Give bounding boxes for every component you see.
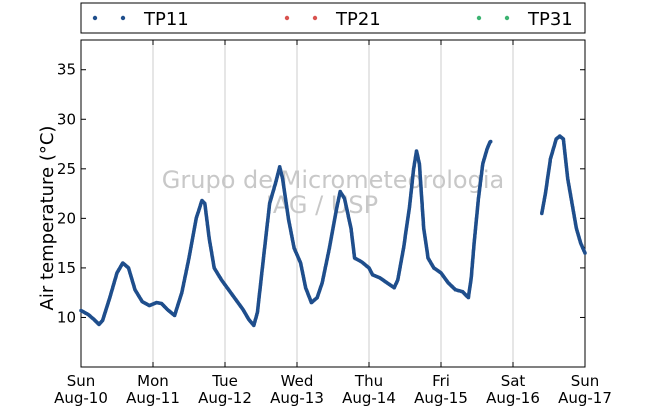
x-tick-label-date: Aug-12 [198,389,252,407]
watermark-line-1: Grupo de Micrometeorologia [162,166,504,194]
series-marks [79,134,587,328]
x-tick-label-date: Aug-11 [126,389,180,407]
legend-label: TP31 [527,9,573,30]
x-tick-label-day: Fri [432,372,450,390]
legend-entry: TP11 [92,9,189,30]
legend: TP11 TP21 TP31 [80,2,586,34]
legend-box [80,2,586,34]
legend-entry: TP21 [284,9,381,30]
y-tick-label: 20 [57,209,76,227]
grid [152,40,514,367]
x-tick-label-day: Wed [281,372,314,390]
y-tick-label: 30 [57,110,76,128]
y-tick-label: 15 [57,259,76,277]
data-point [488,139,493,144]
x-tick-label-day: Sun [571,372,600,390]
y-axis-label: Air temperature (°C) [37,126,58,311]
x-tick-labels: SunAug-10MonAug-11TueAug-12WedAug-13ThuA… [54,372,612,407]
x-tick-label-date: Aug-10 [54,389,108,407]
x-tick-label-date: Aug-14 [342,389,396,407]
legend-label: TP21 [335,9,381,30]
x-tick-label-date: Aug-17 [558,389,612,407]
axis-ticks [80,40,586,367]
x-tick-label-date: Aug-16 [486,389,540,407]
y-tick-label: 10 [57,308,76,326]
x-tick-label-date: Aug-15 [414,389,468,407]
legend-marker [504,15,510,21]
legend-label: TP11 [143,9,189,30]
y-tick-label: 35 [57,61,76,79]
x-tick-label-day: Tue [211,372,238,390]
x-tick-label-day: Sun [67,372,96,390]
legend-marker [476,15,482,21]
y-tick-labels: 10 15 20 25 30 35 [57,61,76,327]
x-tick-label-day: Sat [501,372,526,390]
x-tick-label-day: Thu [354,372,383,390]
legend-marker [120,15,126,21]
y-tick-label: 25 [57,160,76,178]
x-tick-label-date: Aug-13 [270,389,324,407]
watermark-line-2: IAG / USP [266,191,378,219]
legend-marker [312,15,318,21]
x-tick-label-day: Mon [137,372,169,390]
legend-entry: TP31 [476,9,573,30]
plot-area [80,39,586,368]
legend-marker [92,15,98,21]
legend-marker [284,15,290,21]
data-point [583,251,587,255]
